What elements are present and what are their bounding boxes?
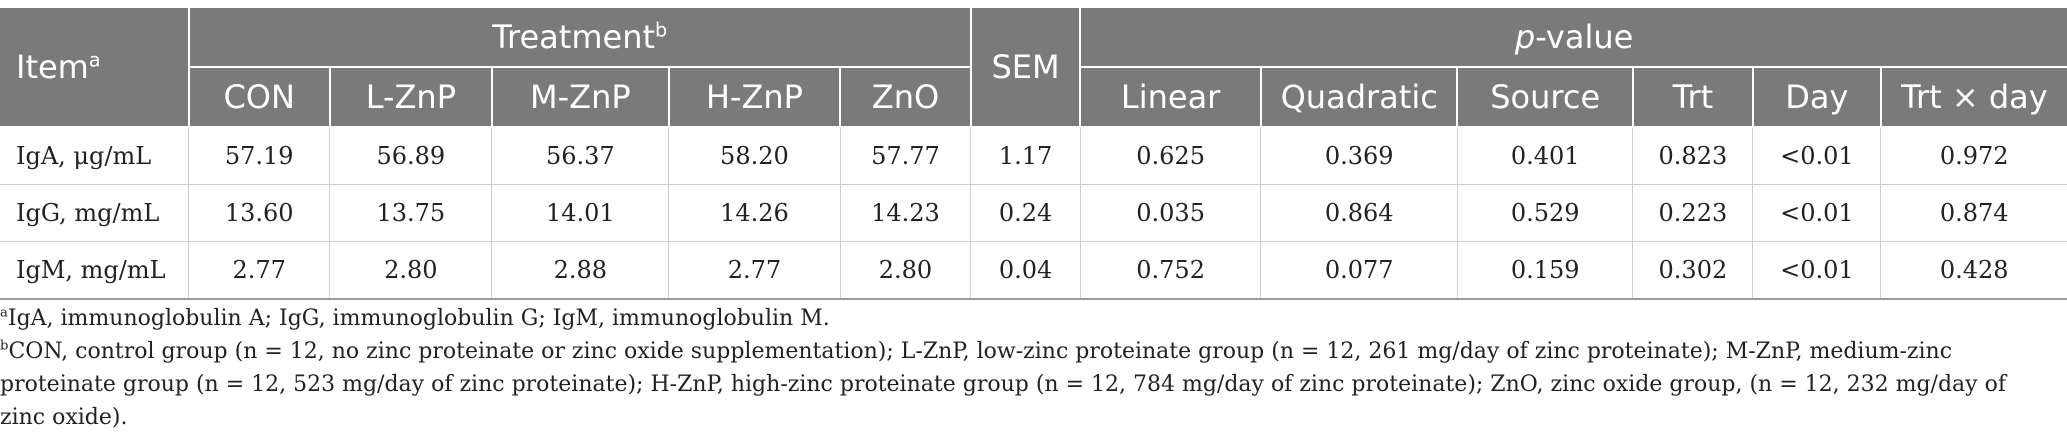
table-cell: 14.23 bbox=[840, 184, 972, 242]
pvalue-header: p-value bbox=[1080, 8, 2067, 68]
table-cell: 2.77 bbox=[668, 241, 841, 300]
table-cell: 13.60 bbox=[188, 184, 331, 242]
table-cell: 0.159 bbox=[1457, 241, 1634, 300]
table-row: IgG, mg/mL 13.60 13.75 14.01 14.26 14.23… bbox=[0, 184, 2067, 242]
col-header-zno: ZnO bbox=[840, 67, 972, 128]
row-label: IgA, μg/mL bbox=[0, 127, 190, 185]
table-cell: 56.37 bbox=[491, 127, 670, 185]
table-cell: 0.529 bbox=[1457, 184, 1634, 242]
table-cell: 0.874 bbox=[1880, 184, 2067, 242]
table-cell: 0.752 bbox=[1080, 241, 1262, 300]
col-header-trt: Trt bbox=[1632, 67, 1754, 128]
table-cell: 2.80 bbox=[840, 241, 972, 300]
col-header-quadratic: Quadratic bbox=[1260, 67, 1459, 128]
table-cell: 0.864 bbox=[1260, 184, 1458, 242]
table-cell: 56.89 bbox=[329, 127, 493, 185]
table-cell: 13.75 bbox=[329, 184, 493, 242]
footnote-a: aIgA, immunoglobulin A; IgG, immunoglobu… bbox=[0, 305, 830, 331]
col-header-con: CON bbox=[188, 67, 331, 128]
table-row: IgA, μg/mL 57.19 56.89 56.37 58.20 57.77… bbox=[0, 127, 2067, 185]
table-cell: 2.80 bbox=[329, 241, 493, 300]
footnote-b: bCON, control group (n = 12, no zinc pro… bbox=[0, 338, 2006, 430]
col-header-linear: Linear bbox=[1080, 67, 1262, 128]
table-cell: 14.26 bbox=[668, 184, 841, 242]
data-table-container: Itema Treatmentb SEM p-value CON L-ZnP M… bbox=[0, 8, 2067, 300]
table-row: IgM, mg/mL 2.77 2.80 2.88 2.77 2.80 0.04… bbox=[0, 241, 2067, 300]
col-header-h-znp: H-ZnP bbox=[668, 67, 842, 128]
table-cell: 0.428 bbox=[1880, 241, 2067, 300]
table-cell: 57.77 bbox=[840, 127, 972, 185]
treatment-header: Treatmentb bbox=[188, 8, 972, 68]
table-cell: 0.302 bbox=[1632, 241, 1754, 300]
table-cell: <0.01 bbox=[1752, 184, 1882, 242]
row-label: IgG, mg/mL bbox=[0, 184, 190, 242]
immunoglobulin-table: Itema Treatmentb SEM p-value CON L-ZnP M… bbox=[0, 8, 2067, 300]
table-cell: 2.88 bbox=[491, 241, 670, 300]
col-header-trt-x-day: Trt × day bbox=[1880, 67, 2067, 128]
row-label: IgM, mg/mL bbox=[0, 241, 190, 300]
table-cell: 0.401 bbox=[1457, 127, 1634, 185]
table-cell: 0.077 bbox=[1260, 241, 1458, 300]
table-cell: 14.01 bbox=[491, 184, 670, 242]
col-header-l-znp: L-ZnP bbox=[329, 67, 493, 128]
table-cell: 0.04 bbox=[970, 241, 1081, 300]
table-cell: 57.19 bbox=[188, 127, 331, 185]
table-cell: 0.035 bbox=[1080, 184, 1262, 242]
table-cell: <0.01 bbox=[1752, 127, 1882, 185]
table-cell: 2.77 bbox=[188, 241, 331, 300]
table-cell: 0.972 bbox=[1880, 127, 2067, 185]
table-cell: 0.625 bbox=[1080, 127, 1262, 185]
table-cell: 58.20 bbox=[668, 127, 841, 185]
table-cell: <0.01 bbox=[1752, 241, 1882, 300]
sem-header: SEM bbox=[970, 8, 1082, 128]
col-header-source: Source bbox=[1457, 67, 1634, 128]
header-row-2: CON L-ZnP M-ZnP H-ZnP ZnO Linear Quadrat… bbox=[0, 67, 2067, 128]
table-cell: 0.223 bbox=[1632, 184, 1754, 242]
col-header-m-znp: M-ZnP bbox=[491, 67, 670, 128]
header-row-1: Itema Treatmentb SEM p-value bbox=[0, 8, 2067, 128]
table-cell: 0.24 bbox=[970, 184, 1081, 242]
table-cell: 0.369 bbox=[1260, 127, 1458, 185]
table-cell: 1.17 bbox=[970, 127, 1081, 185]
table-cell: 0.823 bbox=[1632, 127, 1754, 185]
col-header-day: Day bbox=[1752, 67, 1882, 128]
table-footnotes: aIgA, immunoglobulin A; IgG, immunoglobu… bbox=[0, 302, 2050, 434]
item-header: Itema bbox=[0, 8, 190, 128]
